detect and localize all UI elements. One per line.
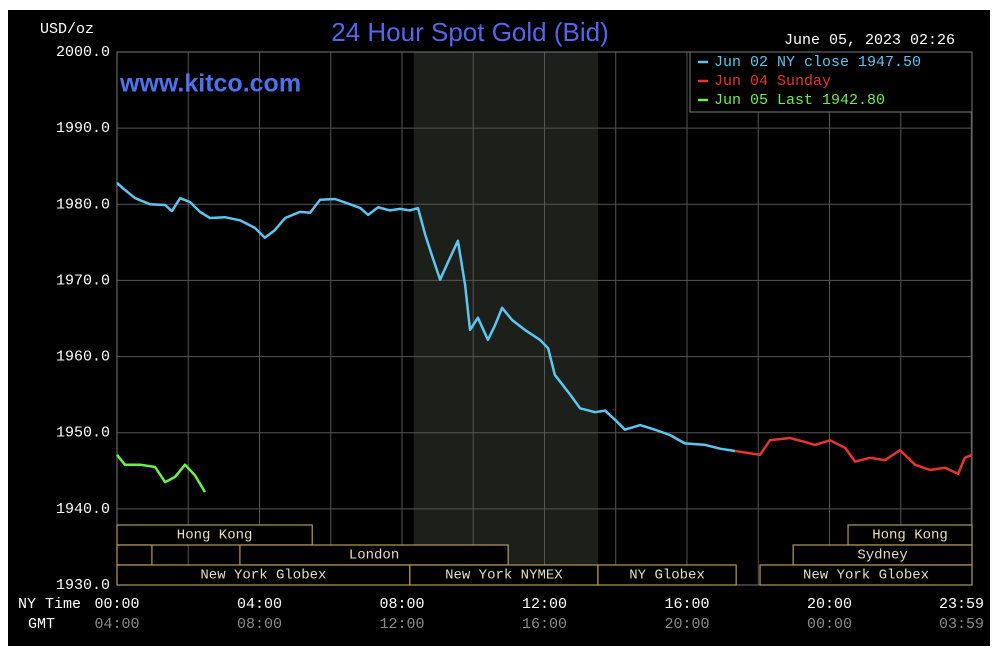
x-tick-label: 23:59 xyxy=(939,596,984,613)
y-tick-label: 1990.0 xyxy=(56,120,110,137)
x-tick-label: 00:00 xyxy=(94,596,139,613)
x-tick-label: 08:00 xyxy=(379,596,424,613)
legend-box xyxy=(689,51,973,113)
series-line xyxy=(116,182,736,453)
series-line xyxy=(116,454,207,493)
y-axis-label: USD/oz xyxy=(40,21,94,38)
x-tick-label: 12:00 xyxy=(522,596,567,613)
session-label: New York NYMEX xyxy=(445,568,563,584)
x-tick-label: 04:00 xyxy=(237,596,282,613)
gmt-tick-label: 12:00 xyxy=(379,616,424,633)
gmt-tick-label: 00:00 xyxy=(807,616,852,633)
y-tick-label: 1930.0 xyxy=(56,577,110,594)
y-tick-label: 1960.0 xyxy=(56,349,110,366)
x-tick-label: 16:00 xyxy=(664,596,709,613)
legend-label: Jun 05 Last 1942.80 xyxy=(714,92,885,109)
timestamp: June 05, 2023 02:26 xyxy=(784,32,955,49)
gmt-tick-label: 08:00 xyxy=(237,616,282,633)
chart-title: 24 Hour Spot Gold (Bid) xyxy=(331,17,608,47)
gmt-tick-label: 16:00 xyxy=(522,616,567,633)
session-label: NY Globex xyxy=(629,568,705,584)
legend-label: Jun 04 Sunday xyxy=(714,73,831,90)
session-label: Sydney xyxy=(857,548,907,564)
legend-label: Jun 02 NY close 1947.50 xyxy=(714,54,921,71)
y-tick-label: 2000.0 xyxy=(56,44,110,61)
watermark: www.kitco.com xyxy=(119,70,301,98)
session-bar xyxy=(116,524,313,546)
session-label: New York Globex xyxy=(803,568,929,584)
session-bar xyxy=(116,544,153,566)
highlight-band xyxy=(413,52,598,585)
legend: Jun 02 NY close 1947.50 Jun 04 Sunday Jun … xyxy=(689,51,973,113)
gmt-tick-label: 03:59 xyxy=(939,616,984,633)
y-tick-label: 1940.0 xyxy=(56,501,110,518)
session-bar xyxy=(597,564,737,586)
x2-axis-label: GMT xyxy=(28,616,55,633)
gmt-tick-label: 20:00 xyxy=(664,616,709,633)
series-line xyxy=(734,436,973,476)
session-bar xyxy=(759,564,973,586)
y-tick-label: 1950.0 xyxy=(56,425,110,442)
y-tick-label: 1970.0 xyxy=(56,272,110,289)
session-label: London xyxy=(349,548,399,564)
x-tick-label: 20:00 xyxy=(807,596,852,613)
x-axis-label: NY Time xyxy=(18,596,81,613)
gmt-tick-label: 04:00 xyxy=(94,616,139,633)
session-label: Hong Kong xyxy=(872,528,948,544)
session-label: New York Globex xyxy=(200,568,326,584)
y-tick-label: 1980.0 xyxy=(56,196,110,213)
session-label: Hong Kong xyxy=(177,528,253,544)
